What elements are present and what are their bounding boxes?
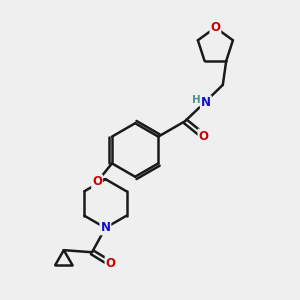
- Text: H: H: [192, 95, 200, 105]
- Text: N: N: [201, 96, 211, 109]
- Text: O: O: [106, 257, 116, 270]
- Text: N: N: [100, 221, 110, 234]
- Text: O: O: [92, 175, 102, 188]
- Text: O: O: [199, 130, 208, 142]
- Text: O: O: [210, 21, 220, 34]
